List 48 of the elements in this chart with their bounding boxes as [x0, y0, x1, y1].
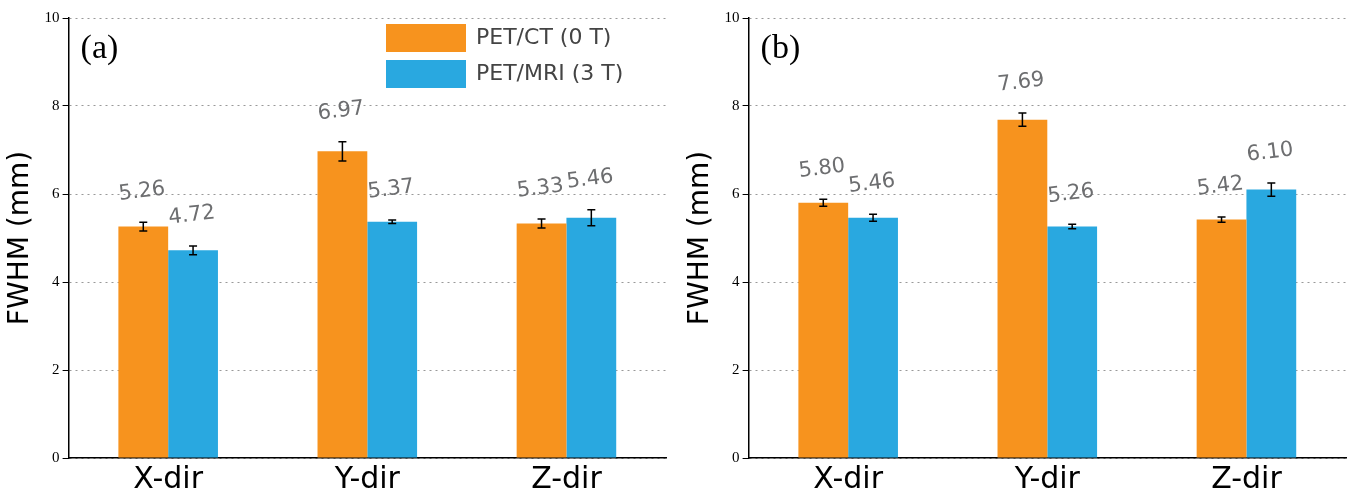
annotation: (b) — [760, 27, 801, 66]
bar — [566, 217, 617, 458]
bar — [1196, 219, 1247, 458]
bar — [317, 151, 368, 458]
y-tick-label: 0 — [52, 448, 60, 465]
y-tick-label: 0 — [732, 448, 740, 465]
data-label: 5.26 — [1046, 177, 1096, 208]
y-tick-label: 2 — [732, 360, 740, 377]
x-tick-label: Z-dir — [531, 459, 603, 495]
x-tick-label: X-dir — [133, 459, 204, 495]
y-tick-label: 10 — [44, 8, 60, 25]
x-tick-label: Y-dir — [1013, 459, 1081, 495]
data-label: 6.97 — [316, 94, 366, 125]
y-tick-label: 6 — [52, 184, 61, 201]
y-tick-label: 8 — [732, 96, 740, 113]
data-label: 5.46 — [565, 163, 615, 193]
data-label: 5.26 — [117, 175, 167, 205]
legend-label: PET/MRI (3 T) — [476, 59, 624, 85]
data-label: 5.80 — [797, 152, 847, 183]
bar — [798, 202, 849, 458]
x-tick-label: X-dir — [813, 459, 884, 495]
bar — [1246, 189, 1297, 458]
data-label: 5.33 — [515, 172, 565, 202]
bar — [997, 119, 1048, 458]
data-label: 4.72 — [166, 199, 217, 229]
bar — [848, 217, 898, 458]
bar — [516, 223, 567, 458]
y-tick-label: 6 — [732, 184, 741, 201]
data-label: 6.10 — [1245, 136, 1295, 166]
y-tick-label: 4 — [52, 272, 61, 289]
data-label: 7.69 — [996, 66, 1046, 96]
bar — [367, 221, 418, 458]
y-tick-label: 8 — [52, 96, 60, 113]
data-label: 5.42 — [1195, 170, 1245, 200]
annotation: (a) — [80, 27, 119, 66]
y-tick-label: 10 — [724, 8, 740, 25]
y-axis-title: FWHM (mm) — [2, 150, 36, 326]
y-axis-title: FWHM (mm) — [682, 150, 716, 326]
y-tick-label: 4 — [732, 272, 741, 289]
legend-label: PET/CT (0 T) — [476, 23, 612, 49]
bar — [1047, 226, 1098, 458]
bar — [118, 226, 169, 458]
y-tick-label: 2 — [52, 360, 60, 377]
data-label: 5.46 — [846, 167, 897, 197]
x-tick-label: Y-dir — [333, 459, 401, 495]
bar — [168, 250, 218, 458]
data-label: 5.37 — [366, 173, 416, 203]
x-tick-label: Z-dir — [1211, 459, 1283, 495]
